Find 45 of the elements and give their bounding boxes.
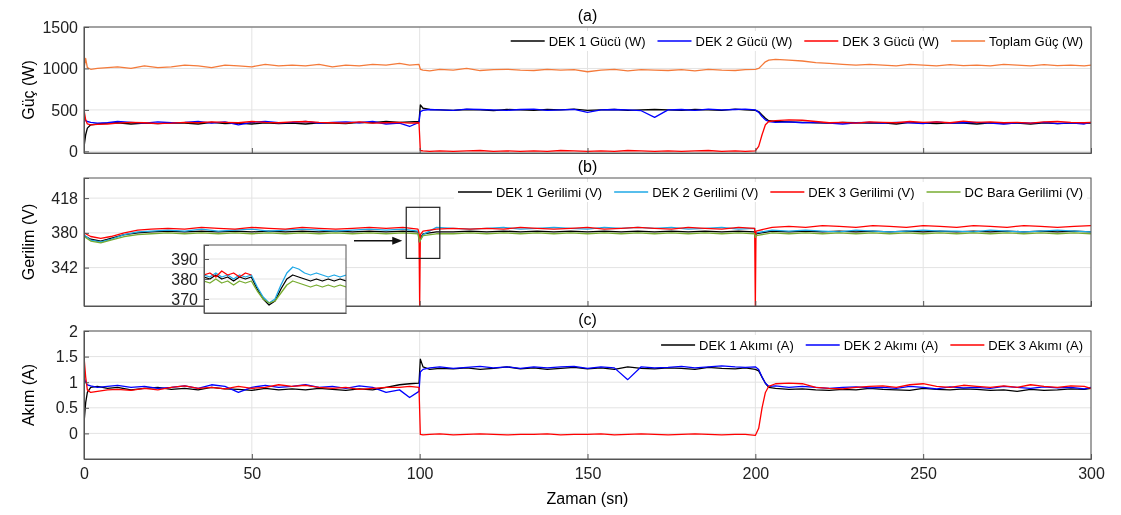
x-tick-label: 150 [574, 465, 602, 483]
x-tick-label: 200 [742, 465, 770, 483]
legend-label: DC Bara Gerilimi (V) [964, 185, 1083, 200]
legend-label: DEK 1 Gerilimi (V) [495, 185, 603, 200]
legend-label: DEK 3 Akımı (A) [988, 338, 1083, 353]
line-series [204, 270, 252, 278]
line-series [84, 57, 1091, 73]
y-tick-label: 342 [51, 259, 79, 277]
legend-label: DEK 2 Gücü (W) [695, 34, 793, 49]
x-tick-label: 100 [406, 465, 434, 483]
legend-label: DEK 2 Akımı (A) [843, 338, 939, 353]
legend-label: DEK 1 Gücü (W) [548, 34, 646, 49]
legend-label: DEK 3 Gücü (W) [842, 34, 940, 49]
y-tick-label: 1000 [42, 60, 79, 78]
y-tick-label: 390 [171, 250, 199, 268]
y-tick-label: 0.5 [55, 399, 79, 417]
line-series [204, 266, 346, 304]
y-tick-label: 370 [171, 290, 199, 308]
y-axis-title: Gerilim (V) [20, 203, 37, 281]
chart-title: (b) [577, 158, 598, 175]
y-tick-label: 1.5 [55, 348, 79, 366]
x-tick-label: 50 [243, 465, 262, 483]
legend-label: DEK 1 Akımı (A) [699, 338, 794, 353]
y-axis-title: Akım (A) [20, 363, 37, 427]
y-tick-label: 0 [69, 142, 79, 160]
line-series [84, 224, 1091, 306]
x-tick-label: 0 [80, 465, 90, 483]
y-axis-title: Güç (W) [20, 60, 37, 120]
y-tick-label: 0 [69, 425, 79, 443]
y-tick-label: 1500 [42, 18, 79, 36]
x-tick-label: 250 [910, 465, 938, 483]
chart-title: (a) [577, 7, 598, 24]
y-tick-label: 500 [51, 101, 79, 119]
legend-label: Toplam Güç (W) [989, 34, 1083, 49]
y-tick-label: 418 [51, 189, 79, 207]
y-tick-label: 2 [69, 322, 79, 340]
y-tick-label: 380 [171, 270, 199, 288]
line-series [84, 365, 1091, 399]
y-tick-label: 380 [51, 224, 79, 242]
x-tick-label: 300 [1078, 465, 1105, 483]
legend-label: DEK 3 Gerilimi (V) [808, 185, 915, 200]
y-tick-label: 1 [69, 373, 79, 391]
x-axis-title: Zaman (sn) [546, 490, 629, 507]
legend-label: DEK 2 Gerilimi (V) [652, 185, 759, 200]
chart-title: (c) [578, 311, 597, 328]
